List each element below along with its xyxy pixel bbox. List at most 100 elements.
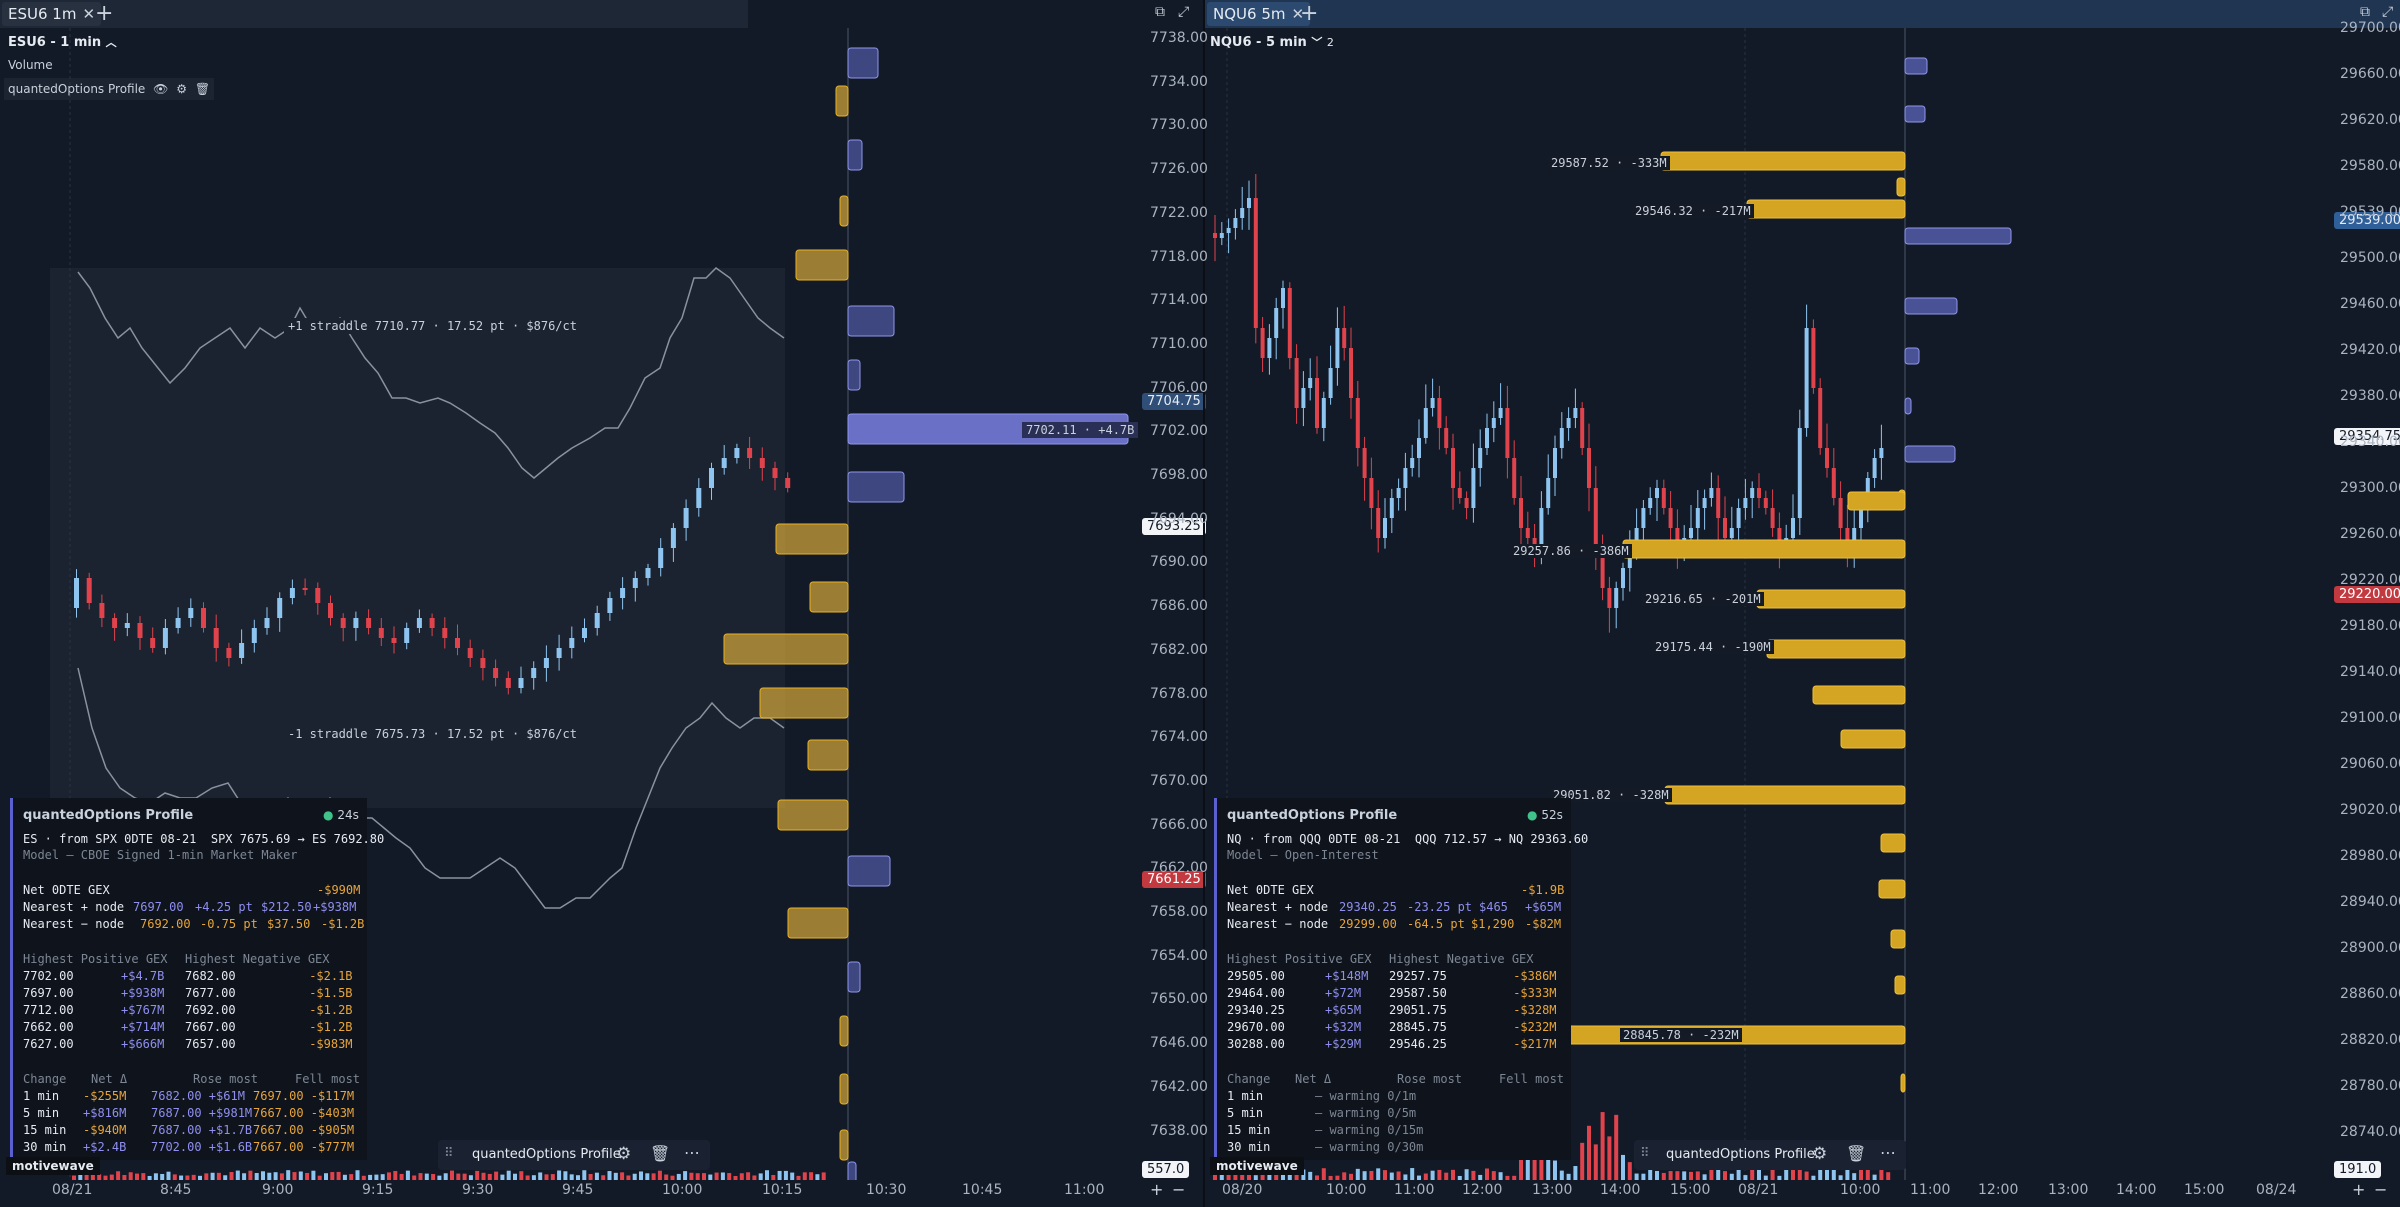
eye-icon[interactable]: 👁 — [153, 82, 169, 96]
volume-bar — [538, 1172, 543, 1180]
chevron-up-icon[interactable]: ︿ — [105, 36, 117, 49]
more-icon[interactable]: ⋯ — [684, 1143, 700, 1162]
popout-icon[interactable]: ⧉ — [1155, 4, 1165, 20]
candle-body — [1478, 448, 1483, 468]
net-gex-value: -$1.9B — [1521, 883, 1565, 897]
zoom-out-icon[interactable]: − — [2374, 1180, 2388, 1199]
volume-bar — [550, 1174, 555, 1180]
volume-bar — [450, 1170, 454, 1180]
nearest-pos-label: Nearest + node — [23, 900, 125, 914]
candle-body — [683, 508, 689, 528]
price-axis-label: 29220.00 — [2340, 572, 2400, 588]
price-axis-label: 7654.00 — [1150, 947, 1208, 964]
candle-body — [1281, 288, 1285, 308]
volume-label: Volume — [8, 58, 53, 72]
right-indicator-toolbar[interactable]: ⠿ quantedOptions Profile ⚙ 🗑 ⋯ — [1634, 1140, 1906, 1170]
time-axis-label: 11:00 — [1064, 1182, 1105, 1198]
volume-bar — [1879, 1169, 1884, 1180]
volume-bar — [261, 1171, 265, 1180]
pane-divider[interactable] — [1203, 0, 1205, 1207]
drag-handle-icon[interactable]: ⠿ — [444, 1146, 454, 1161]
candle-body — [1423, 408, 1428, 438]
gear-icon[interactable]: ⚙ — [616, 1144, 632, 1164]
add-tab-icon[interactable]: + — [95, 1, 114, 26]
price-axis-label: 7666.00 — [1150, 816, 1208, 833]
volume-bar — [1451, 1169, 1455, 1180]
nearest-pos-label: Nearest + node — [1227, 900, 1329, 914]
negative-gex-bar — [1900, 1073, 1906, 1093]
volume-bar — [802, 1172, 807, 1180]
volume-bar — [1362, 1171, 1367, 1180]
neg-gex-price: 29587.50 — [1389, 986, 1447, 1000]
candle-body — [137, 623, 143, 638]
change-period: 30 min — [1227, 1140, 1271, 1154]
motivewave-logo: motivewave — [1210, 1157, 1304, 1175]
left-indicator-toolbar[interactable]: ⠿ quantedOptions Profile ⚙ 🗑 ⋯ — [438, 1140, 710, 1170]
volume-bar — [349, 1174, 354, 1180]
expand-icon[interactable]: ⤢ — [2382, 4, 2394, 20]
indicator-legend[interactable]: quantedOptions Profile 👁 ⚙ 🗑 — [4, 78, 215, 100]
popout-icon[interactable]: ⧉ — [2360, 4, 2370, 20]
net-gex-label: Net 0DTE GEX — [23, 883, 110, 897]
right-chart-title[interactable]: NQU6 - 5 min ﹀ 2 — [1210, 35, 1334, 50]
gear-icon[interactable]: ⚙ — [176, 82, 187, 96]
positive-gex-bar — [847, 961, 861, 993]
close-icon[interactable]: ✕ — [82, 5, 96, 23]
close-icon[interactable]: ✕ — [1291, 5, 1305, 23]
zoom-in-icon[interactable]: + — [2352, 1180, 2366, 1199]
candle-body — [366, 618, 372, 628]
es-price-chart[interactable] — [0, 28, 1140, 1180]
volume-bar — [607, 1171, 612, 1180]
volume-bar — [1845, 1169, 1850, 1180]
add-tab-icon[interactable]: + — [1300, 1, 1319, 26]
volume-bar — [393, 1171, 398, 1180]
price-axis-label: 29580.00 — [2340, 158, 2400, 174]
trash-icon[interactable]: 🗑 — [194, 82, 211, 96]
time-axis-label: 10:00 — [662, 1182, 703, 1198]
volume-bar — [796, 1175, 801, 1180]
tab-nqu6[interactable]: NQU6 5m ✕ — [1207, 2, 1311, 26]
candle-body — [1655, 488, 1659, 498]
candle-body — [543, 658, 549, 668]
volume-bar — [160, 1173, 165, 1180]
left-chart-title[interactable]: ESU6 - 1 min ︿ — [8, 35, 117, 50]
candle-body — [1294, 358, 1299, 408]
candle-body — [1879, 448, 1884, 458]
trash-icon[interactable]: 🗑 — [650, 1144, 671, 1163]
zoom-out-icon[interactable]: − — [1172, 1180, 1186, 1199]
volume-bar — [1328, 1175, 1333, 1180]
expand-icon[interactable]: ⤢ — [1178, 4, 1190, 20]
candle-body — [1260, 328, 1265, 358]
volume-bar — [468, 1175, 473, 1180]
trash-icon[interactable]: 🗑 — [1846, 1144, 1867, 1163]
volume-bar — [1587, 1125, 1591, 1180]
nearest-neg-dollar: $37.50 — [267, 917, 311, 931]
candle-body — [1859, 498, 1863, 528]
volume-bar — [1607, 1136, 1612, 1180]
candle-body — [759, 458, 765, 468]
pos-gex-value: +$938M — [121, 986, 165, 1000]
chevron-down-icon[interactable]: ﹀ — [1311, 36, 1323, 49]
time-axis-label: 14:00 — [2116, 1182, 2157, 1198]
negative-gex-bar — [839, 1129, 849, 1161]
gear-icon[interactable]: ⚙ — [1812, 1144, 1828, 1164]
price-axis-label: 29140.00 — [2340, 664, 2400, 680]
zoom-in-icon[interactable]: + — [1150, 1180, 1164, 1199]
change-net: +$816M — [83, 1106, 127, 1120]
candle-body — [1532, 538, 1537, 548]
price-axis-label: 7650.00 — [1150, 991, 1208, 1008]
candle-body — [391, 638, 397, 643]
price-axis-label: 29100.00 — [2340, 710, 2400, 726]
more-icon[interactable]: ⋯ — [1880, 1143, 1896, 1162]
tab-esu6[interactable]: ESU6 1m ✕ — [2, 2, 102, 26]
volume-bar — [1498, 1172, 1503, 1180]
volume-bar — [90, 1173, 95, 1180]
drag-handle-icon[interactable]: ⠿ — [1640, 1146, 1650, 1161]
time-axis-label: 10:15 — [762, 1182, 803, 1198]
nearest-neg-dist: -0.75 pt — [200, 917, 258, 931]
volume-bar — [355, 1170, 360, 1180]
volume-bar — [229, 1172, 234, 1180]
volume-bar — [172, 1174, 177, 1180]
volume-bar — [494, 1171, 499, 1180]
change-rose: 7702.00 +$1.6B — [151, 1140, 253, 1154]
